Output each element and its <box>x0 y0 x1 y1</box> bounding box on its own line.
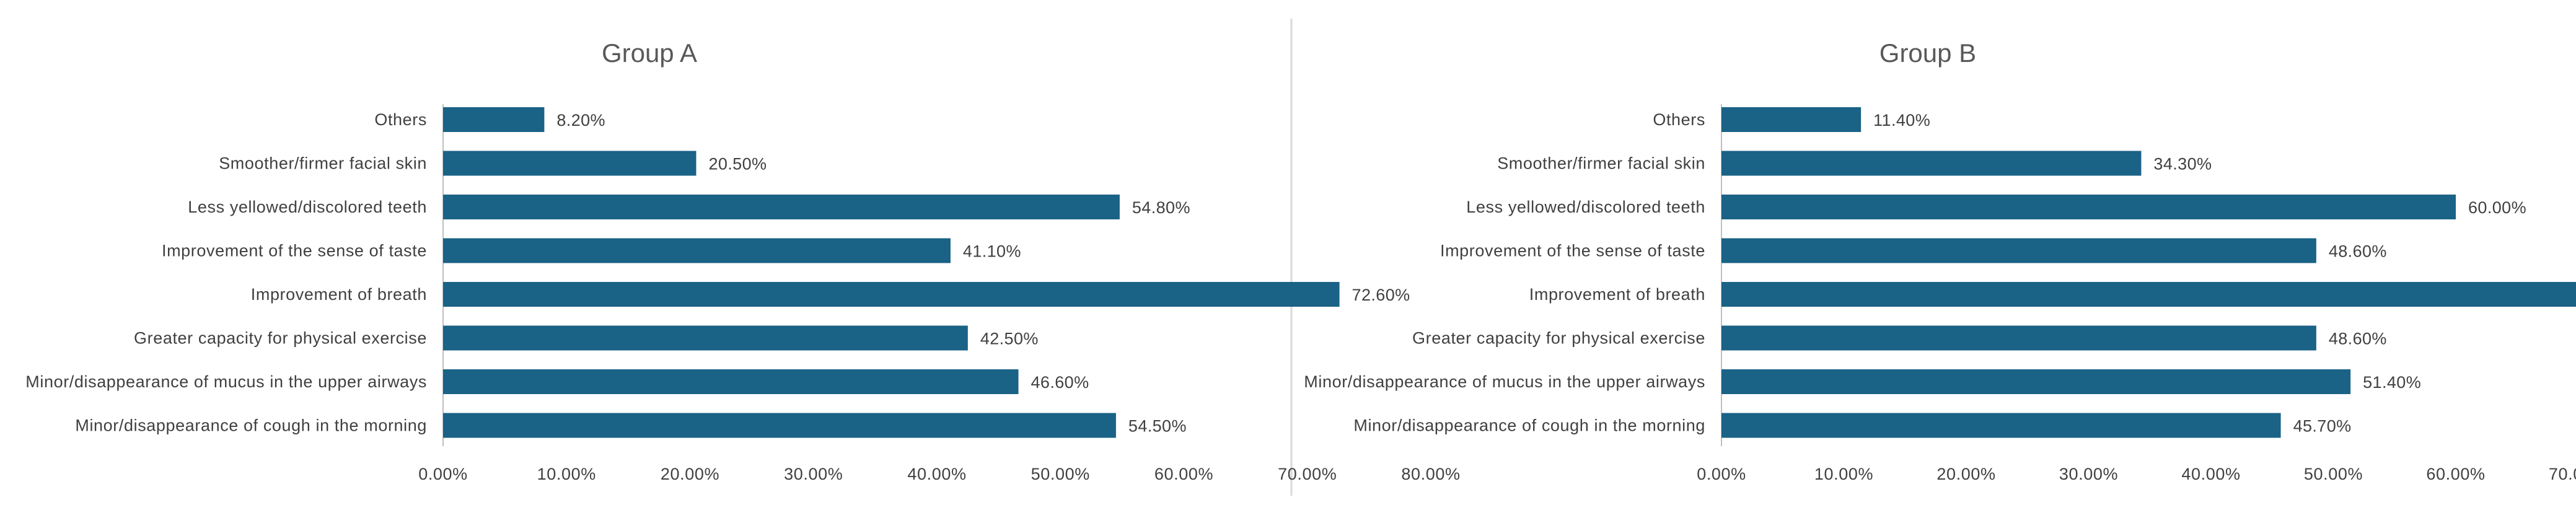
chart-title: Group A <box>602 38 697 68</box>
x-tick-label: 20.00% <box>1936 465 1995 483</box>
data-label-others: 8.20% <box>556 111 605 130</box>
category-label-minor-disappearance-of-mucus-in-the-upper-airways: Minor/disappearance of mucus in the uppe… <box>1304 372 1705 391</box>
x-tick-label: 20.00% <box>661 465 719 483</box>
x-tick-label: 60.00% <box>2426 465 2485 483</box>
category-label-others: Others <box>374 110 427 129</box>
x-tick-label: 50.00% <box>1031 465 1090 483</box>
data-label-minor-disappearance-of-mucus-in-the-upper-airways: 46.60% <box>1031 373 1089 392</box>
x-tick-label: 40.00% <box>907 465 966 483</box>
x-tick-label: 30.00% <box>2059 465 2118 483</box>
category-label-minor-disappearance-of-cough-in-the-morning: Minor/disappearance of cough in the morn… <box>75 416 427 435</box>
x-tick-label: 60.00% <box>1154 465 1213 483</box>
bar-less-yellowed-discolored-teeth <box>1721 195 2456 219</box>
data-label-minor-disappearance-of-cough-in-the-morning: 54.50% <box>1128 417 1187 436</box>
category-label-smoother-firmer-facial-skin: Smoother/firmer facial skin <box>219 154 427 173</box>
x-tick-label: 70.00% <box>1278 465 1337 483</box>
data-label-improvement-of-the-sense-of-taste: 41.10% <box>963 242 1021 261</box>
x-tick-label: 10.00% <box>537 465 596 483</box>
bar-improvement-of-breath <box>443 282 1340 307</box>
data-label-greater-capacity-for-physical-exercise: 48.60% <box>2329 330 2387 348</box>
category-label-improvement-of-breath: Improvement of breath <box>251 285 427 304</box>
category-label-minor-disappearance-of-mucus-in-the-upper-airways: Minor/disappearance of mucus in the uppe… <box>25 372 427 391</box>
bar-improvement-of-breath <box>1721 282 2576 307</box>
data-label-less-yellowed-discolored-teeth: 60.00% <box>2468 198 2526 217</box>
data-label-minor-disappearance-of-cough-in-the-morning: 45.70% <box>2293 417 2352 436</box>
data-label-smoother-firmer-facial-skin: 20.50% <box>708 155 767 174</box>
x-tick-label: 30.00% <box>784 465 843 483</box>
bar-others <box>1721 107 1862 132</box>
data-label-minor-disappearance-of-mucus-in-the-upper-airways: 51.40% <box>2363 373 2421 392</box>
chart-group-a: Group A Others 8.20% Smoother/firmer facial… <box>25 38 1460 483</box>
bar-minor-disappearance-of-mucus-in-the-upper-airways <box>443 369 1019 394</box>
bar-smoother-firmer-facial-skin <box>1721 151 2142 176</box>
category-label-less-yellowed-discolored-teeth: Less yellowed/discolored teeth <box>188 198 427 216</box>
chart-group-b: Group B Others 11.40% Smoother/firmer facia… <box>1304 38 2576 483</box>
data-label-greater-capacity-for-physical-exercise: 42.50% <box>980 330 1039 348</box>
category-label-less-yellowed-discolored-teeth: Less yellowed/discolored teeth <box>1466 198 1705 216</box>
bar-smoother-firmer-facial-skin <box>443 151 697 176</box>
bar-others <box>443 107 545 132</box>
category-label-improvement-of-the-sense-of-taste: Improvement of the sense of taste <box>1440 242 1705 260</box>
bar-less-yellowed-discolored-teeth <box>443 195 1120 219</box>
bar-minor-disappearance-of-cough-in-the-morning <box>443 413 1116 438</box>
x-tick-label: 50.00% <box>2304 465 2363 483</box>
category-label-smoother-firmer-facial-skin: Smoother/firmer facial skin <box>1497 154 1705 173</box>
category-label-minor-disappearance-of-cough-in-the-morning: Minor/disappearance of cough in the morn… <box>1353 416 1705 435</box>
bar-greater-capacity-for-physical-exercise <box>1721 325 2316 351</box>
x-tick-label: 80.00% <box>1401 465 1460 483</box>
x-tick-label: 0.00% <box>1697 465 1746 483</box>
data-label-smoother-firmer-facial-skin: 34.30% <box>2153 155 2212 174</box>
x-tick-label: 10.00% <box>1814 465 1873 483</box>
chart-title: Group B <box>1879 38 1976 68</box>
bar-minor-disappearance-of-cough-in-the-morning <box>1721 413 2281 438</box>
bar-minor-disappearance-of-mucus-in-the-upper-airways <box>1721 369 2351 394</box>
bar-greater-capacity-for-physical-exercise <box>443 325 968 351</box>
category-label-greater-capacity-for-physical-exercise: Greater capacity for physical exercise <box>134 329 427 348</box>
data-label-improvement-of-breath: 72.60% <box>1352 286 1410 304</box>
category-label-improvement-of-the-sense-of-taste: Improvement of the sense of taste <box>162 242 427 260</box>
bar-improvement-of-the-sense-of-taste <box>443 238 951 263</box>
data-label-improvement-of-the-sense-of-taste: 48.60% <box>2329 242 2387 261</box>
x-tick-label: 0.00% <box>418 465 468 483</box>
data-label-others: 11.40% <box>1873 111 1930 130</box>
data-label-less-yellowed-discolored-teeth: 54.80% <box>1132 198 1190 217</box>
x-tick-label: 40.00% <box>2181 465 2240 483</box>
category-label-greater-capacity-for-physical-exercise: Greater capacity for physical exercise <box>1412 329 1705 348</box>
x-tick-label: 70.00% <box>2549 465 2576 483</box>
category-label-improvement-of-breath: Improvement of breath <box>1529 285 1705 304</box>
category-label-others: Others <box>1653 110 1705 129</box>
bar-improvement-of-the-sense-of-taste <box>1721 238 2316 263</box>
